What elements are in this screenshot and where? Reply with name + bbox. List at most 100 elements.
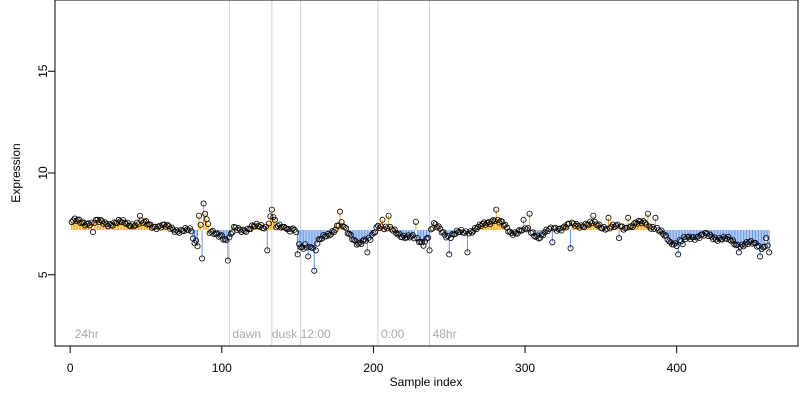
data-point bbox=[663, 232, 670, 239]
data-point bbox=[282, 224, 289, 231]
data-point bbox=[408, 233, 415, 240]
phase-label: 12:00 bbox=[301, 327, 331, 341]
data-point bbox=[127, 223, 134, 230]
data-point bbox=[350, 236, 357, 243]
data-point bbox=[356, 239, 363, 246]
data-point bbox=[320, 232, 327, 239]
data-point bbox=[193, 237, 200, 244]
data-point bbox=[490, 216, 497, 223]
data-point bbox=[180, 228, 187, 235]
data-point bbox=[432, 221, 439, 228]
data-point bbox=[226, 234, 233, 241]
data-point bbox=[666, 238, 673, 245]
data-point bbox=[546, 226, 553, 233]
data-point bbox=[559, 224, 566, 231]
phase-label: dusk bbox=[272, 327, 298, 341]
x-tick-label: 0 bbox=[67, 361, 74, 375]
data-point bbox=[224, 257, 231, 264]
data-point bbox=[293, 229, 300, 236]
data-point bbox=[529, 229, 536, 236]
data-point bbox=[205, 220, 212, 227]
data-point bbox=[585, 221, 592, 228]
phase-label: 0:00 bbox=[381, 327, 405, 341]
phase-lines bbox=[228, 0, 431, 346]
data-point bbox=[358, 240, 365, 247]
phase-label: 24hr bbox=[75, 327, 99, 341]
data-point bbox=[541, 229, 548, 236]
data-point bbox=[411, 235, 418, 242]
data-point bbox=[428, 226, 435, 233]
data-point bbox=[399, 234, 406, 241]
data-point bbox=[294, 251, 301, 258]
data-point bbox=[479, 220, 486, 227]
data-point bbox=[420, 242, 427, 249]
data-point bbox=[520, 216, 527, 223]
data-point bbox=[326, 232, 333, 239]
data-point bbox=[499, 218, 506, 225]
data-points bbox=[68, 200, 773, 274]
data-point bbox=[506, 228, 513, 235]
data-point bbox=[468, 229, 475, 236]
data-point bbox=[302, 241, 309, 248]
data-point bbox=[311, 267, 318, 274]
data-point bbox=[660, 230, 667, 237]
data-point bbox=[403, 234, 410, 241]
x-axis: 0 100 200 300 400 bbox=[67, 345, 687, 375]
data-point bbox=[343, 225, 350, 232]
data-point bbox=[346, 230, 353, 237]
data-point bbox=[270, 213, 277, 220]
data-point bbox=[575, 222, 582, 229]
data-point bbox=[493, 206, 500, 213]
data-point bbox=[687, 236, 694, 243]
data-point bbox=[388, 226, 395, 233]
data-point bbox=[367, 236, 374, 243]
data-point bbox=[353, 241, 360, 248]
data-point bbox=[337, 208, 344, 215]
data-point bbox=[744, 240, 751, 247]
data-point bbox=[290, 225, 297, 232]
data-point bbox=[227, 230, 234, 237]
data-point bbox=[632, 219, 639, 226]
data-point bbox=[88, 219, 95, 226]
data-point bbox=[288, 226, 295, 233]
data-point bbox=[593, 221, 600, 228]
y-axis-title: Expression bbox=[9, 143, 23, 202]
data-point bbox=[431, 220, 438, 227]
data-point bbox=[261, 225, 268, 232]
data-point bbox=[100, 220, 107, 227]
data-point bbox=[262, 223, 269, 230]
data-point bbox=[699, 231, 706, 238]
data-point bbox=[240, 226, 247, 233]
data-point bbox=[97, 216, 104, 223]
data-point bbox=[167, 225, 174, 232]
data-point bbox=[418, 239, 425, 246]
data-point bbox=[185, 227, 192, 234]
data-point bbox=[70, 217, 77, 224]
data-point bbox=[676, 237, 683, 244]
data-point bbox=[188, 228, 195, 235]
data-point bbox=[508, 230, 515, 237]
data-point bbox=[434, 224, 441, 231]
data-point bbox=[731, 241, 738, 248]
data-point bbox=[429, 225, 436, 232]
data-point bbox=[168, 224, 175, 231]
data-point bbox=[629, 223, 636, 230]
data-point bbox=[359, 237, 366, 244]
data-point bbox=[626, 224, 633, 231]
data-point bbox=[382, 223, 389, 230]
data-point bbox=[713, 236, 720, 243]
data-point bbox=[470, 227, 477, 234]
data-point bbox=[694, 233, 701, 240]
data-point bbox=[738, 241, 745, 248]
data-point bbox=[142, 218, 149, 225]
data-point bbox=[514, 230, 521, 237]
y-axis: 5 10 15 bbox=[36, 64, 56, 278]
data-point bbox=[563, 224, 570, 231]
data-point bbox=[371, 229, 378, 236]
data-point bbox=[202, 210, 209, 217]
data-point bbox=[525, 224, 532, 231]
data-point bbox=[425, 234, 432, 241]
data-point bbox=[80, 219, 87, 226]
data-point bbox=[549, 239, 556, 246]
y-tick-label: 5 bbox=[36, 271, 50, 278]
